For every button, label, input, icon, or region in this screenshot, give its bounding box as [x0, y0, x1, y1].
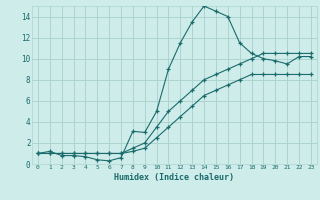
X-axis label: Humidex (Indice chaleur): Humidex (Indice chaleur) — [115, 173, 234, 182]
